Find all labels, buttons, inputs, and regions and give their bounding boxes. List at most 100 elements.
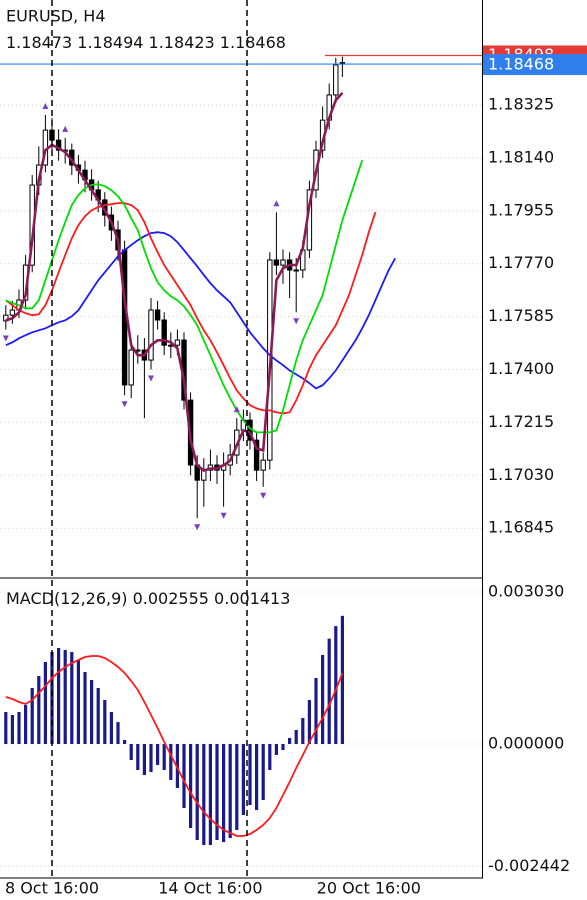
fractal-down — [260, 492, 267, 499]
macd-title: MACD(12,26,9) — [6, 589, 128, 608]
macd-bar — [268, 744, 272, 770]
y-tick-label: 1.18140 — [488, 147, 554, 166]
signal-line — [5, 655, 344, 837]
y-tick-label: 1.17400 — [488, 359, 554, 378]
fractal-up — [233, 406, 240, 413]
macd-bar — [37, 675, 41, 745]
high-readout: 1.18494 — [77, 33, 143, 52]
fractal-up — [62, 125, 69, 132]
macd-bar — [83, 672, 87, 745]
fractal-down — [148, 375, 154, 382]
candle-body — [3, 314, 9, 322]
macd-bar — [208, 744, 212, 845]
candle-body — [154, 309, 161, 321]
macd-bar — [288, 737, 292, 745]
candle-body — [260, 459, 266, 471]
candle-body — [9, 309, 16, 316]
fractal-down — [293, 318, 300, 325]
candle-body — [174, 339, 181, 346]
y-tick-label: 1.17585 — [488, 306, 554, 325]
fractal-down — [220, 512, 227, 519]
indicator-line — [5, 202, 377, 415]
candle-body — [55, 139, 62, 151]
macd-bar — [301, 718, 305, 745]
macd-bar — [63, 649, 67, 745]
macd-bar — [24, 705, 28, 745]
macd-bar — [76, 659, 80, 745]
candle-body — [333, 64, 339, 96]
candle-body — [253, 439, 260, 471]
fractal-down — [2, 335, 9, 342]
macd-bar — [274, 744, 278, 755]
macd-bar — [10, 715, 14, 745]
indicator-line — [5, 159, 364, 434]
macd-readout: MACD(12,26,9) 0.002555 0.001413 — [6, 589, 290, 608]
y-tick-label: 1.17215 — [488, 412, 554, 431]
indicator-line — [5, 92, 344, 472]
macd-bar — [156, 744, 160, 766]
macd-bar — [334, 626, 338, 745]
macd-bar — [96, 688, 100, 745]
y-tick-label: -0.002442 — [488, 856, 570, 875]
open-readout: 1.18473 — [6, 33, 72, 52]
macd-bar — [248, 744, 252, 806]
candle-body — [148, 309, 154, 361]
macd-bar — [241, 744, 245, 815]
y-tick-label: 0.000000 — [488, 734, 564, 753]
x-tick-label: 14 Oct 16:00 — [158, 879, 262, 898]
macd-bar — [182, 744, 186, 809]
fractal-down — [194, 524, 201, 531]
bid-label: 1.18468 — [488, 55, 554, 74]
macd-bar — [215, 744, 219, 841]
x-tick-label: 20 Oct 16:00 — [317, 879, 421, 898]
low-readout: 1.18423 — [149, 33, 215, 52]
macd-value: 0.002555 — [133, 589, 209, 608]
candle-body — [273, 259, 280, 266]
macd-bar — [175, 744, 179, 788]
macd-bar — [261, 744, 265, 800]
macd-bar — [142, 744, 146, 776]
macd-bar — [149, 744, 153, 772]
macd-bar — [321, 655, 325, 745]
macd-bar — [162, 744, 166, 770]
macd-bar — [202, 744, 206, 845]
macd-bar — [340, 615, 344, 745]
macd-bar — [314, 677, 318, 745]
macd-bar — [195, 744, 199, 841]
indicator-line — [5, 231, 396, 390]
symbol-title: EURUSD, H4 — [6, 7, 106, 26]
close-readout: 1.18468 — [220, 33, 286, 52]
macd-bar — [255, 744, 259, 811]
ohlc-readout: 1.18473 1.18494 1.18423 1.18468 — [6, 33, 286, 52]
macd-bar — [327, 638, 331, 745]
macd-bar — [294, 730, 298, 745]
y-tick-label: 1.17030 — [488, 465, 554, 484]
overlays: 1.18325 1.18140 1.17955 1.17770 1.17585 1.174… — [5, 45, 587, 898]
macd-bar — [307, 700, 311, 745]
y-tick-label: 1.17955 — [488, 200, 554, 219]
candle-body — [161, 319, 167, 346]
x-tick-label: 8 Oct 16:00 — [5, 879, 99, 898]
macd-bar — [103, 700, 107, 745]
fractal-down — [121, 401, 128, 408]
macd-bar — [109, 711, 113, 745]
y-tick-label: 0.003030 — [488, 581, 564, 600]
macd-bar — [136, 744, 140, 770]
macd-bar — [235, 744, 239, 830]
macd-bar — [123, 739, 127, 745]
macd-bar — [116, 722, 120, 745]
macd-bar — [222, 744, 226, 843]
candle-body — [280, 259, 286, 266]
candle-body — [128, 349, 134, 386]
macd-bar — [4, 711, 8, 745]
signal-value: 0.001413 — [214, 589, 290, 608]
y-tick-label: 1.17770 — [488, 253, 554, 272]
fractal-up — [42, 102, 49, 109]
macd-bar — [50, 651, 54, 745]
macd-bar — [30, 688, 34, 745]
macd-bar — [17, 711, 21, 745]
macd-bar — [90, 679, 94, 745]
macd-bar — [43, 661, 47, 745]
